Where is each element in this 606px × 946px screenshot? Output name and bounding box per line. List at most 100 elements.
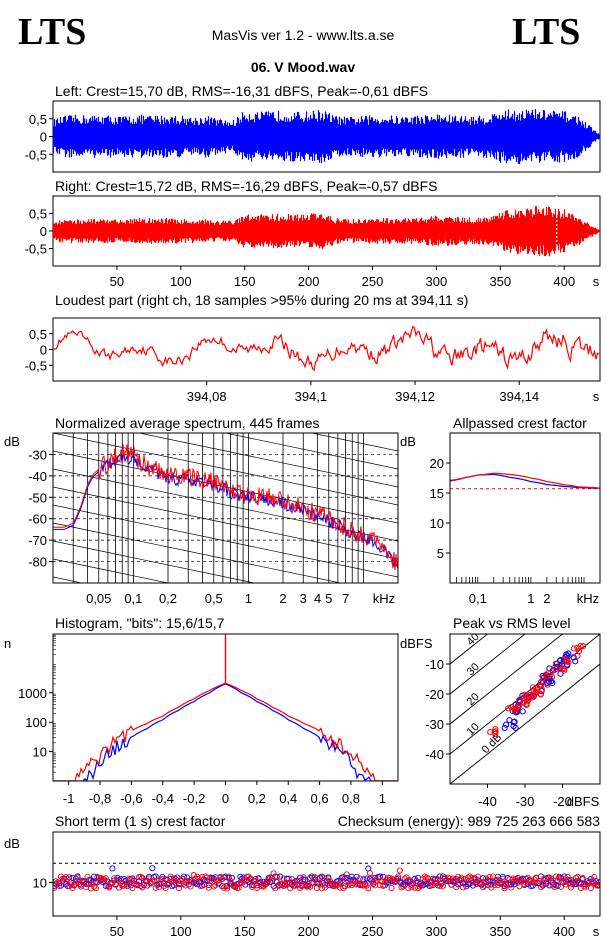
peak-rms-point	[575, 648, 583, 655]
spectrum-xtick-label: 1	[245, 591, 252, 606]
peak-rms-point	[505, 705, 512, 712]
crest-short-point	[516, 883, 523, 890]
peak-rms-point	[540, 674, 547, 681]
crest-short-point	[263, 880, 270, 887]
crest-short-point	[102, 875, 109, 882]
peak-rms-frame	[449, 633, 601, 785]
crest-short-point	[416, 881, 423, 888]
crest-short-point	[518, 877, 525, 884]
crest-short-point	[106, 884, 113, 891]
peak-rms-point	[544, 681, 551, 688]
crest-short-point	[386, 874, 393, 882]
crest-short-point	[435, 876, 442, 883]
crest-short-point	[132, 881, 139, 888]
spectrum-diagonal	[53, 325, 398, 397]
crest-short-point	[227, 877, 234, 884]
crest-short-point	[215, 877, 222, 884]
crest-short-point	[346, 880, 354, 887]
crest-short-point	[54, 879, 61, 886]
crest-short-point	[557, 883, 565, 890]
crest-short-point	[247, 875, 254, 882]
loudest-xunit: s	[593, 389, 600, 404]
crest-short-point	[340, 885, 347, 892]
crest-short-point	[150, 877, 158, 884]
crest-short-point	[109, 865, 116, 872]
peak-rms-xtick-label: -30	[516, 794, 535, 809]
left-wave-ytick-label: 0,5	[29, 112, 47, 127]
crest-short-point	[318, 885, 325, 892]
spectrum-series-1	[53, 444, 398, 571]
peak-rms-point	[502, 721, 510, 728]
peak-rms-point	[487, 729, 494, 736]
right-wave-xtick-label: 150	[234, 274, 256, 289]
spectrum-diagonal	[53, 433, 398, 506]
crest-short-point	[94, 874, 101, 881]
crest-short-point	[292, 882, 299, 889]
crest-short-point	[408, 884, 415, 891]
allpass-ylabel: dB	[400, 434, 416, 449]
histogram-xtick-label: 0,6	[311, 791, 329, 806]
crest-short-point	[514, 879, 521, 886]
peak-rms-point	[545, 670, 552, 677]
crest-short-point	[469, 882, 477, 889]
right-wave-xtick-label: 50	[110, 274, 124, 289]
crest-short-point	[503, 881, 510, 889]
peak-rms-point	[512, 724, 519, 731]
crest-short-point	[210, 883, 217, 890]
histogram-xtick-label: 0,2	[248, 791, 266, 806]
crest-short-point	[471, 874, 478, 882]
crest-short-point	[341, 875, 349, 882]
crest-short-point	[370, 879, 377, 886]
crest-short-point	[481, 882, 488, 889]
peak-rms-point	[508, 704, 515, 711]
crest-short-point	[111, 875, 118, 882]
crest-short-point	[165, 879, 172, 886]
loudest-ytick-label: 0	[40, 343, 47, 358]
left-wave-ytick-label: 0	[40, 130, 47, 145]
spectrum-ytick-label: -70	[28, 533, 47, 548]
peak-rms-diagonal-label: 10	[465, 721, 482, 738]
peak-rms-point	[512, 708, 519, 715]
peak-rms-point	[529, 684, 537, 691]
spectrum-diagonal	[223, 433, 398, 470]
allpass-xunit: kHz	[577, 591, 599, 606]
peak-rms-point	[501, 724, 508, 731]
crest-short-point	[509, 875, 516, 882]
crest-short-point	[288, 875, 295, 883]
crest-short-point	[225, 873, 232, 880]
histogram-xtick-label: 0	[222, 791, 229, 806]
crest-short-point	[134, 881, 141, 888]
crest-short-point	[229, 874, 236, 881]
allpass-frame	[449, 432, 601, 584]
app-title: MasVis ver 1.2 - www.lts.a.se	[212, 27, 395, 43]
crest-short-point	[287, 885, 294, 892]
crest-short-point	[431, 879, 438, 886]
crest-short-point	[489, 878, 496, 885]
crest-short-point	[152, 884, 159, 891]
crest-short-point	[308, 873, 315, 880]
crest-short-point	[84, 873, 91, 880]
peak-rms-point	[572, 658, 579, 665]
loudest-ytick-label: -0,5	[25, 358, 47, 373]
crest-short-point	[489, 873, 496, 880]
peak-rms-xtick-label: -40	[478, 794, 497, 809]
peak-rms-point	[530, 687, 537, 695]
crest-short-point	[501, 885, 508, 892]
crest-short-point	[458, 874, 465, 881]
peak-rms-point	[491, 729, 498, 736]
allpass-ytick-label: 20	[430, 456, 444, 471]
crest-short-point	[295, 877, 302, 884]
peak-rms-xtick-label: -20	[553, 794, 572, 809]
spectrum-xtick-label: 0,2	[159, 591, 177, 606]
allpass-xtick-label: 2	[543, 591, 550, 606]
allpass-xtick-label: 1	[527, 591, 534, 606]
crest-short-point	[62, 874, 69, 881]
spectrum-diagonal	[53, 540, 256, 583]
crest-short-point	[591, 874, 598, 881]
crest-short-ylabel: dB	[4, 836, 20, 851]
spectrum-diagonal	[53, 253, 398, 325]
crest-short-xtick-label: 100	[170, 924, 192, 939]
crest-short-point	[92, 885, 99, 892]
histogram-xtick-label: 1	[379, 791, 386, 806]
logo-left: LTS	[18, 11, 86, 53]
